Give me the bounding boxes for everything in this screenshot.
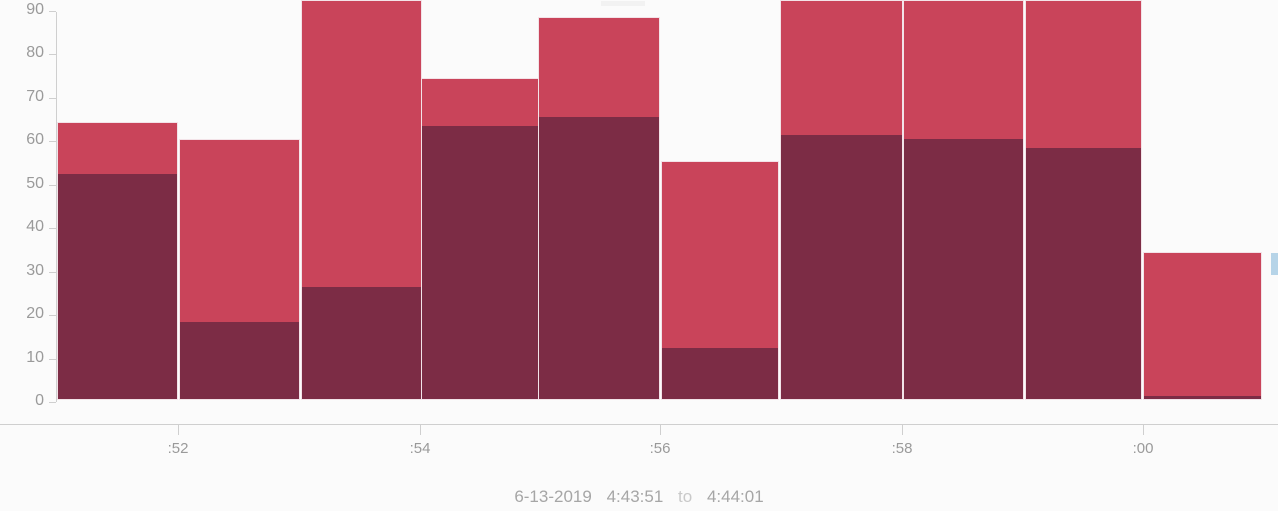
bar-8-segment-upper[interactable] [903, 0, 1024, 140]
bar-9[interactable] [1025, 0, 1142, 400]
y-tick-mark [49, 228, 56, 230]
bar-4-segment-lower[interactable] [421, 126, 542, 400]
y-tick-label: 10 [26, 348, 44, 366]
bar-3-segment-lower[interactable] [301, 286, 422, 400]
y-tick-label: 90 [26, 0, 44, 18]
y-tick-label: 30 [26, 261, 44, 279]
bar-6-segment-lower[interactable] [661, 347, 779, 400]
bar-5[interactable] [538, 17, 660, 400]
y-tick-mark [49, 97, 56, 99]
x-axis-line [0, 424, 1278, 425]
y-tick-label: 40 [26, 218, 44, 236]
bar-6[interactable] [661, 160, 779, 400]
bar-9-segment-lower[interactable] [1025, 147, 1142, 400]
y-tick-mark [49, 402, 56, 403]
bar-2-segment-lower[interactable] [179, 321, 300, 400]
bar-1[interactable] [57, 121, 178, 400]
bar-1-segment-upper[interactable] [57, 121, 178, 174]
bar-2[interactable] [179, 139, 300, 400]
time-range-footer: 6-13-2019 4:43:51 to 4:44:01 [0, 487, 1278, 507]
x-tick-mark [1143, 424, 1144, 435]
y-tick-label: 0 [35, 392, 44, 409]
y-tick-label: 50 [26, 174, 44, 192]
bar-4-segment-upper[interactable] [421, 78, 542, 127]
bar-4[interactable] [421, 78, 542, 400]
y-tick-label: 20 [26, 305, 44, 323]
right-edge-marker[interactable] [1271, 253, 1278, 275]
footer-time-start: 4:43:51 [606, 487, 664, 506]
bar-10[interactable] [1143, 252, 1262, 400]
bar-9-segment-upper[interactable] [1025, 0, 1142, 148]
bar-7[interactable] [780, 0, 903, 400]
y-tick-label: 80 [26, 44, 44, 62]
clipped-top-artifact [601, 1, 645, 6]
y-tick-label: 70 [26, 87, 44, 105]
bar-5-segment-upper[interactable] [538, 17, 660, 118]
footer-date: 6-13-2019 [514, 487, 592, 506]
y-tick-mark [49, 315, 56, 317]
bar-7-segment-upper[interactable] [780, 0, 903, 135]
y-tick-mark [49, 358, 56, 360]
bar-2-segment-upper[interactable] [179, 139, 300, 322]
footer-separator: to [678, 487, 693, 506]
x-tick-mark [420, 424, 421, 435]
bar-10-segment-upper[interactable] [1143, 252, 1262, 396]
bar-5-segment-lower[interactable] [538, 117, 660, 400]
x-tick-mark [660, 424, 661, 435]
x-tick-label: :58 [891, 440, 913, 457]
bar-1-segment-lower[interactable] [57, 173, 178, 400]
bar-8-segment-lower[interactable] [903, 139, 1024, 400]
x-tick-label: :00 [1132, 440, 1154, 457]
x-tick-mark [178, 424, 179, 435]
y-tick-label: 60 [26, 131, 44, 149]
y-tick-mark [49, 10, 56, 12]
y-tick-mark [49, 184, 56, 186]
plot-area[interactable] [57, 0, 1262, 400]
bar-6-segment-upper[interactable] [661, 160, 779, 348]
bar-8[interactable] [903, 0, 1024, 400]
bar-7-segment-lower[interactable] [780, 134, 903, 400]
y-tick-mark [49, 271, 56, 273]
x-tick-label: :54 [409, 440, 431, 457]
bar-3[interactable] [301, 0, 422, 400]
bar-10-segment-lower[interactable] [1143, 395, 1262, 400]
y-tick-mark [49, 54, 56, 56]
x-tick-label: :56 [649, 440, 671, 457]
y-axis-line [56, 12, 57, 402]
x-tick-label: :52 [167, 440, 189, 457]
footer-time-end: 4:44:01 [706, 487, 764, 506]
y-tick-mark [49, 141, 56, 143]
x-tick-mark [902, 424, 903, 435]
bar-3-segment-upper[interactable] [301, 0, 422, 287]
